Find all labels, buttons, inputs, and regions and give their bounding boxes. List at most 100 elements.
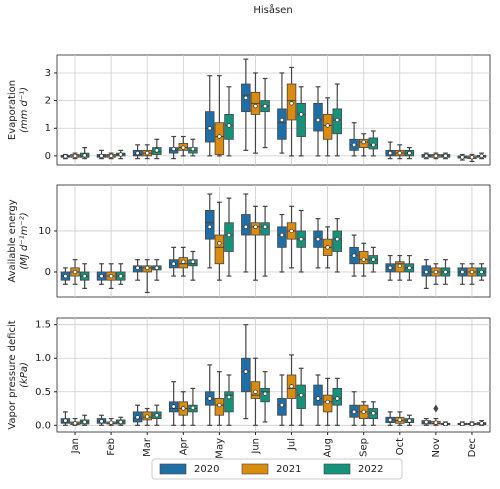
mean [443,421,448,427]
mean [99,273,104,279]
legend-swatch [323,463,351,475]
x-tick-label: Mar [142,437,153,457]
mean [407,151,412,156]
mean [479,153,484,158]
mean [253,389,258,394]
mean [279,117,285,123]
mean [63,273,68,279]
mean [109,153,114,158]
y-tick-label: 1 [45,123,51,134]
mean [469,155,475,160]
mean [351,142,357,147]
mean [443,269,448,275]
box [313,384,323,406]
x-tick-label: Dec [467,438,478,457]
mean [145,151,150,156]
mean [335,117,340,123]
mean [299,112,304,117]
mean [154,148,159,153]
mean [433,153,438,158]
mean [424,269,429,275]
x-tick-label: Nov [431,438,442,458]
mean [243,369,248,374]
mean [335,396,340,401]
mean [325,123,330,128]
mean [243,95,248,100]
mean [154,413,159,418]
mean [207,224,212,229]
y-tick-label: 0 [45,151,51,162]
mean [289,384,294,389]
mean [371,411,376,416]
box [277,108,287,140]
mean [460,155,465,160]
mean [118,419,123,425]
mean [315,117,321,123]
mean [279,403,285,408]
mean [424,153,429,158]
legend-label: 2022 [358,464,383,475]
y-tick-label: 10 [38,226,51,237]
mean [253,104,258,109]
mean [82,153,87,158]
figure-title: Hisåsen [253,3,292,16]
y-axis-label: (kPa) [19,362,30,388]
mean [479,269,484,275]
x-tick-label: Sep [359,438,370,457]
box [296,102,306,137]
mean [82,273,87,279]
mean [289,101,294,106]
mean [351,409,357,414]
mean [371,257,376,262]
mean [469,421,475,427]
mean [181,145,186,150]
mean [315,396,321,401]
mean [171,146,176,152]
x-tick-label: Oct [395,438,406,455]
mean [109,273,114,279]
y-axis-label: (MJ d⁻¹m⁻²) [19,212,30,269]
mean [262,224,268,229]
mean [145,414,150,419]
mean [361,139,366,145]
mean [351,253,357,258]
mean [262,391,268,396]
mean [424,419,429,425]
legend-label: 2021 [276,464,301,475]
mean [325,245,330,250]
mean [135,415,140,420]
mean [469,269,475,275]
y-tick-label: 1.5 [35,320,51,331]
mean [361,257,366,262]
y-tick-label: 0.0 [35,420,51,431]
mean [190,405,196,410]
x-tick-label: Jul [287,438,298,451]
y-tick-label: 0.5 [35,387,51,398]
mean [460,269,465,275]
mean [361,409,366,414]
mean [181,259,186,264]
mean [72,421,78,426]
y-tick-label: 1.0 [35,353,51,364]
mean [207,126,212,131]
mean [397,151,402,156]
mean [171,404,176,409]
x-tick-label: Feb [106,438,117,456]
mean [109,420,114,425]
y-axis-label: Evaporation [7,80,18,140]
mean [388,417,393,423]
legend-swatch [241,463,269,475]
mean [118,152,123,157]
mean [82,419,87,425]
x-tick-label: Aug [323,438,334,458]
x-tick-label: May [214,438,225,459]
mean [433,420,438,425]
mean [190,146,196,152]
plot-area [56,54,491,166]
mean [397,263,402,268]
mean [226,395,232,400]
y-axis-label: Vapor pressure deficit [7,320,18,429]
box [224,391,234,413]
mean [279,232,285,238]
